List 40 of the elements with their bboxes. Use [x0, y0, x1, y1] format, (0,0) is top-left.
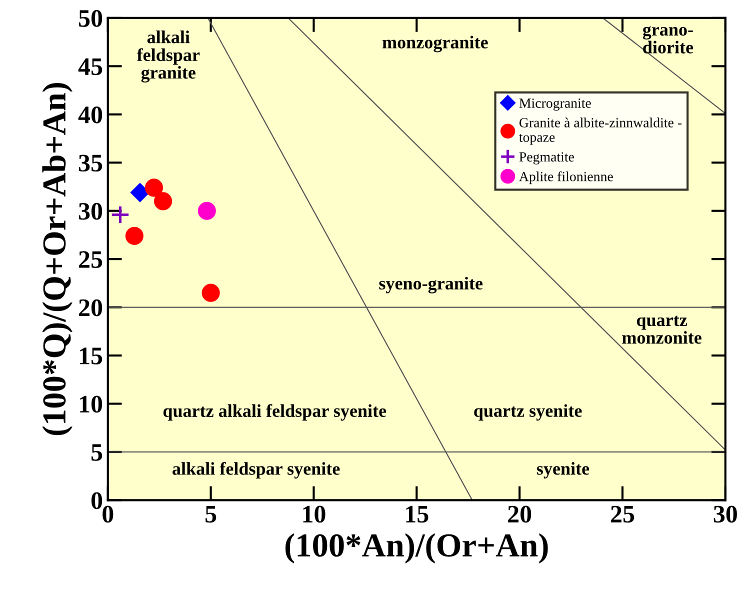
legend-label: Microgranite	[519, 98, 591, 111]
x-tick-label: 10	[303, 506, 326, 523]
x-tick-label: 20	[508, 506, 532, 523]
x-tick-label: 5	[206, 506, 216, 523]
annotation: monzogranite	[382, 36, 488, 52]
y-tick-label: 35	[78, 154, 102, 172]
point	[202, 284, 220, 302]
y-tick-label: 45	[78, 58, 102, 76]
point	[110, 205, 130, 224]
annotation: quartz syenite	[474, 404, 582, 421]
y-tick-label: 15	[80, 348, 102, 364]
x-axis-title: (100*An)/(Or+An)	[285, 533, 548, 564]
y-tick-label: 0	[91, 492, 102, 510]
point	[144, 178, 164, 197]
x-tick-label: 25	[611, 506, 634, 523]
annotation: alkali feldspar syenite	[172, 462, 340, 479]
y-tick-label: 50	[79, 10, 102, 27]
annotation: quartz monzonite	[622, 316, 702, 344]
legend-label: Aplite filonienne	[519, 171, 613, 184]
y-axis-title: (100*Q)/(Q+Or+Ab+An)	[42, 82, 72, 436]
annotation: syenite	[536, 462, 590, 478]
legend-label: Pegmatite	[519, 152, 574, 164]
y-tick-label: 10	[80, 396, 102, 413]
y-tick-label: 25	[79, 251, 102, 268]
point	[130, 182, 150, 202]
annotation: grano- diorite	[642, 26, 694, 54]
y-tick-label: 40	[78, 106, 102, 124]
annotation: alkali feldspar granite	[136, 30, 200, 83]
x-tick-label: 0	[102, 506, 114, 523]
y-tick-label: 5	[92, 444, 102, 461]
x-tick-label: 15	[406, 506, 428, 523]
annotation: syeno-granite	[379, 276, 483, 294]
y-tick-label: 30	[78, 202, 102, 220]
point	[198, 202, 216, 220]
x-tick-label: 30	[714, 506, 737, 523]
legend-label: Granite à albite-zinnwaldite - topaze	[519, 118, 682, 145]
y-tick-label: 20	[79, 299, 102, 316]
annotation: quartz alkali feldspar syenite	[163, 404, 386, 421]
point	[154, 192, 172, 210]
point	[125, 226, 144, 245]
